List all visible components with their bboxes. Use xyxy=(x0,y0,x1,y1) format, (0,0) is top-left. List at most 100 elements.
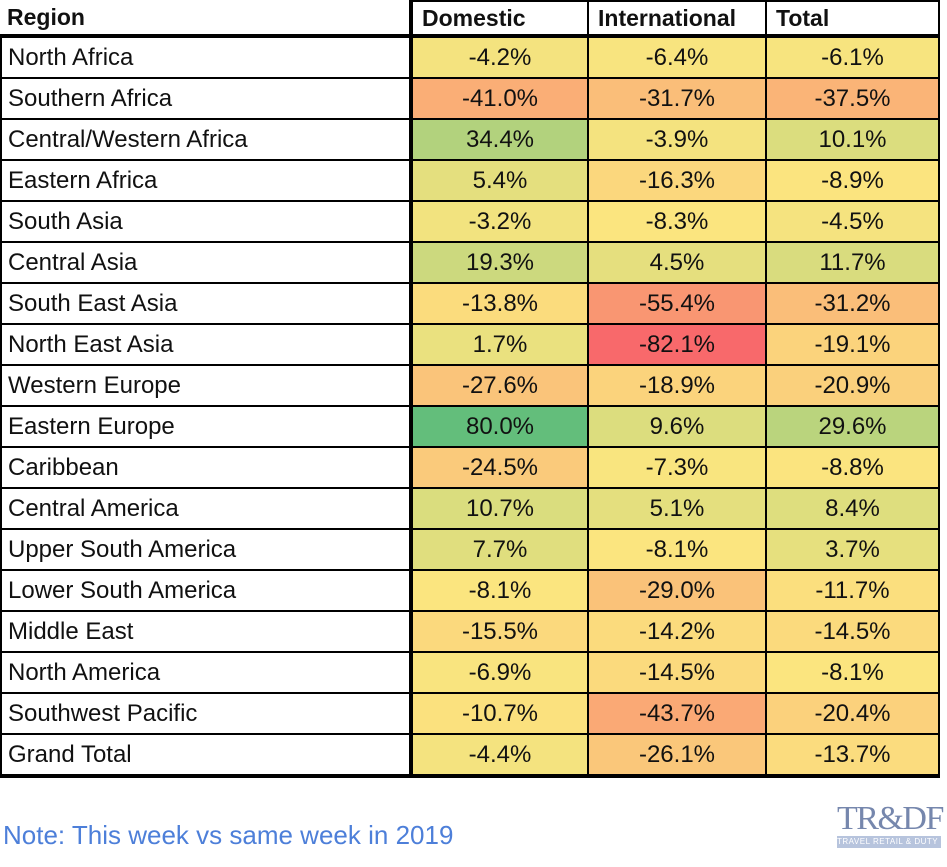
value-cell: 5.1% xyxy=(587,487,767,530)
column-header-domestic: Domestic xyxy=(409,0,589,38)
value-cell: -31.2% xyxy=(765,282,940,325)
region-cell: Southwest Pacific xyxy=(0,692,413,735)
region-cell: South Asia xyxy=(0,200,413,243)
region-cell: Grand Total xyxy=(0,733,413,778)
region-cell: Upper South America xyxy=(0,528,413,571)
table-row: South East Asia -13.8% -55.4% -31.2% xyxy=(0,282,940,325)
region-cell: Middle East xyxy=(0,610,413,653)
header-row: Region Domestic International Total xyxy=(1,0,940,38)
value-cell: -14.5% xyxy=(587,651,767,694)
region-cell: South East Asia xyxy=(0,282,413,325)
table-row: North East Asia 1.7% -82.1% -19.1% xyxy=(0,323,940,366)
value-cell: -31.7% xyxy=(587,77,767,120)
value-cell: -4.4% xyxy=(410,733,589,778)
table-row: Central Asia 19.3% 4.5% 11.7% xyxy=(0,241,940,284)
column-header-international: International xyxy=(587,0,767,38)
region-cell: Western Europe xyxy=(0,364,413,407)
trdf-watermark-logo: TR&DF TRAVEL RETAIL & DUTY FREE xyxy=(837,800,947,849)
value-cell: -27.6% xyxy=(410,364,589,407)
value-cell: -82.1% xyxy=(587,323,767,366)
value-cell: -10.7% xyxy=(410,692,589,735)
value-cell: -6.4% xyxy=(587,35,767,79)
table-row: North Africa -4.2% -6.4% -6.1% xyxy=(0,35,940,79)
value-cell: 34.4% xyxy=(410,118,589,161)
table-row: Central/Western Africa 34.4% -3.9% 10.1% xyxy=(0,118,940,161)
value-cell: -15.5% xyxy=(410,610,589,653)
value-cell: -6.1% xyxy=(765,35,940,79)
watermark-tagline: TRAVEL RETAIL & DUTY FREE xyxy=(837,836,947,849)
value-cell: -20.4% xyxy=(765,692,940,735)
value-cell: -19.1% xyxy=(765,323,940,366)
table-row: Western Europe -27.6% -18.9% -20.9% xyxy=(0,364,940,407)
table-row: Southwest Pacific -10.7% -43.7% -20.4% xyxy=(0,692,940,735)
value-cell: 19.3% xyxy=(410,241,589,284)
value-cell: -8.1% xyxy=(410,569,589,612)
region-cell: Eastern Africa xyxy=(0,159,413,202)
footnote: Note: This week vs same week in 2019 xyxy=(3,820,454,850)
table-row: North America -6.9% -14.5% -8.1% xyxy=(0,651,940,694)
value-cell: -3.2% xyxy=(410,200,589,243)
value-cell: 4.5% xyxy=(587,241,767,284)
table-row: Eastern Africa 5.4% -16.3% -8.9% xyxy=(0,159,940,202)
region-cell: Lower South America xyxy=(0,569,413,612)
table-row: Lower South America -8.1% -29.0% -11.7% xyxy=(0,569,940,612)
table-row: Grand Total -4.4% -26.1% -13.7% xyxy=(0,733,940,778)
value-cell: -14.2% xyxy=(587,610,767,653)
value-cell: 7.7% xyxy=(410,528,589,571)
table-row: Caribbean -24.5% -7.3% -8.8% xyxy=(0,446,940,489)
value-cell: 10.1% xyxy=(765,118,940,161)
value-cell: 29.6% xyxy=(765,405,940,448)
table-row: Central America 10.7% 5.1% 8.4% xyxy=(0,487,940,530)
value-cell: -20.9% xyxy=(765,364,940,407)
table-row: Eastern Europe 80.0% 9.6% 29.6% xyxy=(0,405,940,448)
value-cell: 8.4% xyxy=(765,487,940,530)
value-cell: 3.7% xyxy=(765,528,940,571)
value-cell: -55.4% xyxy=(587,282,767,325)
value-cell: -6.9% xyxy=(410,651,589,694)
value-cell: -8.1% xyxy=(765,651,940,694)
value-cell: -26.1% xyxy=(587,733,767,778)
value-cell: -7.3% xyxy=(587,446,767,489)
value-cell: -8.8% xyxy=(765,446,940,489)
region-cell: Central Asia xyxy=(0,241,413,284)
value-cell: 80.0% xyxy=(410,405,589,448)
value-cell: -8.1% xyxy=(587,528,767,571)
region-cell: North Africa xyxy=(0,35,413,79)
value-cell: -3.9% xyxy=(587,118,767,161)
table-row: Southern Africa -41.0% -31.7% -37.5% xyxy=(0,77,940,120)
column-header-region: Region xyxy=(1,1,411,38)
region-cell: North America xyxy=(0,651,413,694)
value-cell: 9.6% xyxy=(587,405,767,448)
value-cell: -43.7% xyxy=(587,692,767,735)
table-body: North Africa -4.2% -6.4% -6.1% Southern Afri… xyxy=(0,35,940,778)
value-cell: -4.5% xyxy=(765,200,940,243)
value-cell: -41.0% xyxy=(410,77,589,120)
value-cell: -24.5% xyxy=(410,446,589,489)
heatmap-table: Region Domestic International Total Nort… xyxy=(0,0,940,778)
value-cell: -18.9% xyxy=(587,364,767,407)
region-cell: Southern Africa xyxy=(0,77,413,120)
value-cell: -11.7% xyxy=(765,569,940,612)
table-row: Upper South America 7.7% -8.1% 3.7% xyxy=(0,528,940,571)
value-cell: -16.3% xyxy=(587,159,767,202)
table-row: Middle East -15.5% -14.2% -14.5% xyxy=(0,610,940,653)
value-cell: -8.3% xyxy=(587,200,767,243)
value-cell: 11.7% xyxy=(765,241,940,284)
column-header-total: Total xyxy=(765,0,940,38)
value-cell: 1.7% xyxy=(410,323,589,366)
value-cell: -13.8% xyxy=(410,282,589,325)
region-cell: Eastern Europe xyxy=(0,405,413,448)
value-cell: -8.9% xyxy=(765,159,940,202)
watermark-title: TR&DF xyxy=(837,800,944,837)
value-cell: -4.2% xyxy=(410,35,589,79)
value-cell: -14.5% xyxy=(765,610,940,653)
region-cell: Caribbean xyxy=(0,446,413,489)
region-cell: North East Asia xyxy=(0,323,413,366)
value-cell: -37.5% xyxy=(765,77,940,120)
table-row: South Asia -3.2% -8.3% -4.5% xyxy=(0,200,940,243)
value-cell: 10.7% xyxy=(410,487,589,530)
value-cell: -13.7% xyxy=(765,733,940,778)
region-cell: Central/Western Africa xyxy=(0,118,413,161)
heatmap-sheet: Region Domestic International Total Nort… xyxy=(0,0,940,778)
value-cell: 5.4% xyxy=(410,159,589,202)
